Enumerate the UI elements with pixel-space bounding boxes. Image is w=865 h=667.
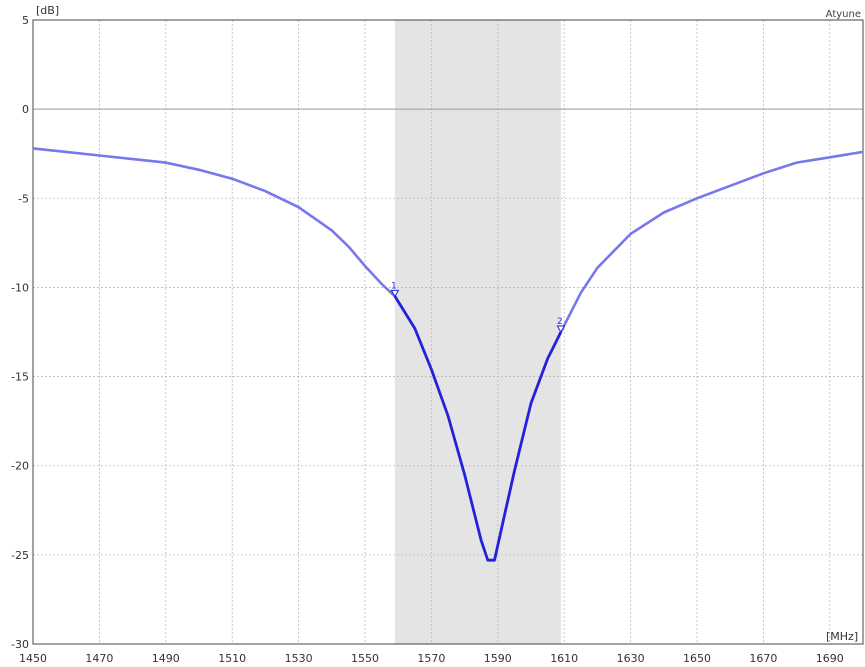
x-tick-label-1470: 1470: [85, 652, 113, 665]
marker-1-triangle: [390, 289, 400, 298]
x-tick-label-1490: 1490: [152, 652, 180, 665]
highlight-band: [394, 20, 561, 644]
x-tick-label-1550: 1550: [351, 652, 379, 665]
x-tick-label-1510: 1510: [218, 652, 246, 665]
y-tick-label--10: -10: [11, 281, 29, 294]
x-tick-label-1530: 1530: [285, 652, 313, 665]
plot-frame: [32, 19, 864, 645]
y-tick-label-5: 5: [22, 14, 29, 27]
y-axis-unit-label: [dB]: [36, 4, 59, 17]
marker-2-label: 2: [557, 317, 563, 327]
x-tick-label-1690: 1690: [816, 652, 844, 665]
y-tick-label-0: 0: [22, 103, 29, 116]
y-tick-label--30: -30: [11, 638, 29, 651]
x-tick-label-1570: 1570: [417, 652, 445, 665]
x-tick-label-1630: 1630: [617, 652, 645, 665]
x-tick-label-1670: 1670: [749, 652, 777, 665]
x-tick-label-1650: 1650: [683, 652, 711, 665]
marker-2-triangle: [556, 325, 566, 333]
x-tick-label-1610: 1610: [550, 652, 578, 665]
curve-segment-lower-band: [32, 147, 396, 298]
y-tick-label--20: -20: [11, 460, 29, 473]
curve-segment-in-band: [393, 295, 563, 562]
brand-label: Atyune: [826, 9, 861, 20]
curve-segment-upper-band: [559, 150, 864, 333]
x-tick-label-1450: 1450: [19, 652, 47, 665]
y-tick-label--5: -5: [18, 192, 29, 205]
marker-1-label: 1: [391, 281, 397, 291]
y-tick-label--25: -25: [11, 549, 29, 562]
x-tick-label-1590: 1590: [484, 652, 512, 665]
x-axis-unit-label: [MHz]: [826, 630, 858, 643]
y-tick-label--15: -15: [11, 371, 29, 384]
